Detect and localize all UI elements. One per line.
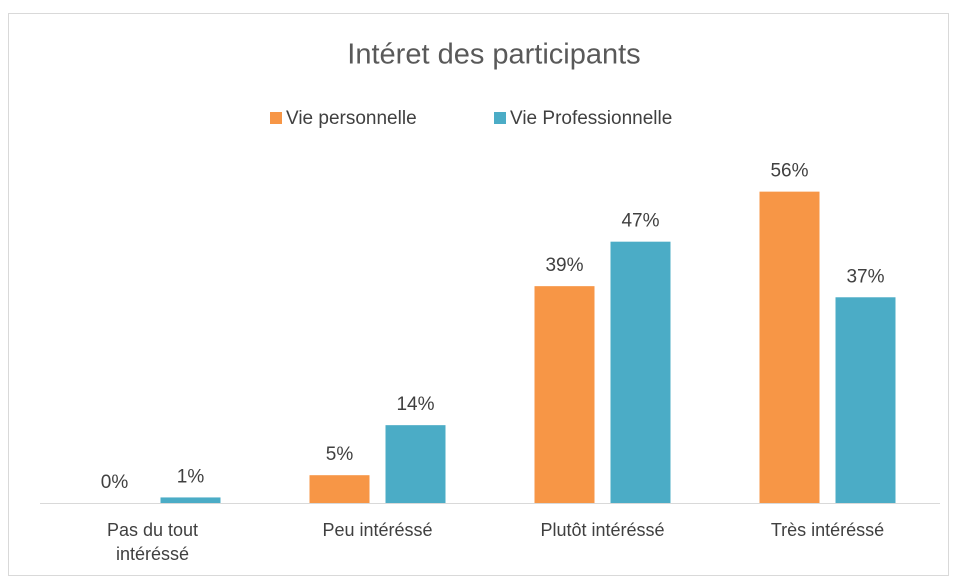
legend-swatch [494,112,506,124]
legend-label: Vie Professionnelle [510,108,672,129]
data-label: 47% [621,211,659,232]
data-label: 5% [326,444,354,465]
data-label: 1% [177,466,205,487]
x-tick-label: Très intéréssé [770,520,885,540]
bar [309,475,370,503]
data-label: 37% [846,266,884,287]
bar [759,191,820,503]
x-tick-label: Peu intéréssé [322,520,433,540]
data-label: 0% [101,472,129,493]
data-label: 56% [770,161,808,182]
bar [160,497,221,503]
x-tick-label: Pas du tout intéréssé [106,520,199,564]
bar [835,297,896,503]
legend-label: Vie personnelle [286,108,417,129]
bar [610,241,671,503]
data-label: 39% [545,255,583,276]
x-tick-label: Plutôt intéréssé [540,520,665,540]
bar [385,425,446,503]
data-label: 14% [396,394,434,415]
chart-title: Intéret des participants [347,39,640,71]
bar [534,286,595,503]
legend-swatch [270,112,282,124]
